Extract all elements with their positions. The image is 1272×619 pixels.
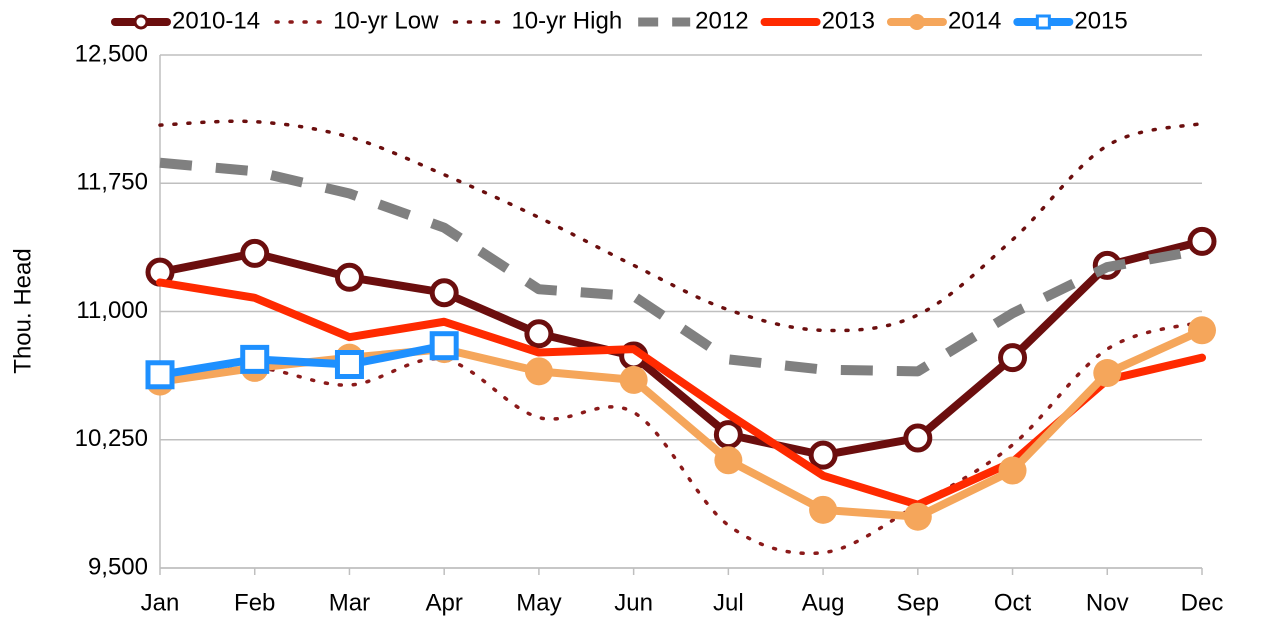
data-point — [903, 423, 933, 453]
legend-marker — [908, 14, 925, 30]
data-point — [1188, 316, 1216, 345]
series-line — [158, 119, 1204, 333]
data-point — [240, 344, 270, 374]
data-point — [524, 357, 553, 386]
data-point — [903, 502, 932, 531]
x-tick-label: Sep — [896, 589, 939, 616]
x-tick-label: Jul — [713, 589, 744, 616]
x-tick-label: Jun — [614, 589, 653, 616]
legend-label: 2013 — [822, 7, 875, 34]
data-point — [1187, 226, 1217, 256]
legend-label: 10-yr Low — [333, 7, 439, 34]
series-line — [156, 278, 1206, 509]
x-tick-label: May — [516, 589, 561, 616]
x-tick-label: Dec — [1181, 589, 1224, 616]
legend-label: 2015 — [1074, 7, 1127, 34]
y-tick-label: 10,250 — [75, 425, 148, 452]
y-axis-label: Thou. Head — [9, 248, 36, 373]
series-line — [156, 237, 1206, 460]
data-point — [713, 420, 743, 450]
series-line — [156, 341, 449, 379]
data-point — [998, 456, 1027, 485]
y-tick-label: 11,000 — [76, 297, 148, 324]
data-point — [240, 238, 270, 268]
data-point — [808, 440, 838, 470]
x-tick-label: Nov — [1086, 589, 1129, 616]
x-tick-label: Apr — [426, 589, 463, 616]
data-point — [524, 319, 554, 349]
legend-marker — [1035, 14, 1051, 30]
data-point — [334, 350, 364, 380]
data-point — [429, 278, 459, 308]
series-line — [156, 326, 1206, 521]
data-point — [998, 343, 1028, 373]
legend-label: 2012 — [695, 7, 748, 34]
x-tick-label: Oct — [994, 589, 1032, 616]
legend-label: 10-yr High — [511, 7, 622, 34]
data-point — [714, 446, 743, 475]
y-tick-label: 12,500 — [75, 40, 148, 67]
data-point — [1093, 359, 1122, 388]
series-line — [159, 157, 1203, 377]
legend-label: 2014 — [948, 7, 1001, 34]
data-point — [145, 360, 175, 390]
data-point — [334, 262, 364, 292]
x-tick-label: Aug — [802, 589, 845, 616]
data-point — [429, 331, 459, 361]
data-point — [619, 365, 648, 394]
y-tick-label: 11,750 — [76, 169, 148, 196]
x-tick-label: Jan — [141, 589, 180, 616]
y-tick-label: 9,500 — [88, 553, 148, 580]
data-point — [809, 495, 838, 524]
x-tick-label: Feb — [234, 589, 275, 616]
legend-label: 2010-14 — [172, 7, 260, 34]
x-tick-label: Mar — [329, 589, 370, 616]
legend-marker — [133, 14, 149, 30]
